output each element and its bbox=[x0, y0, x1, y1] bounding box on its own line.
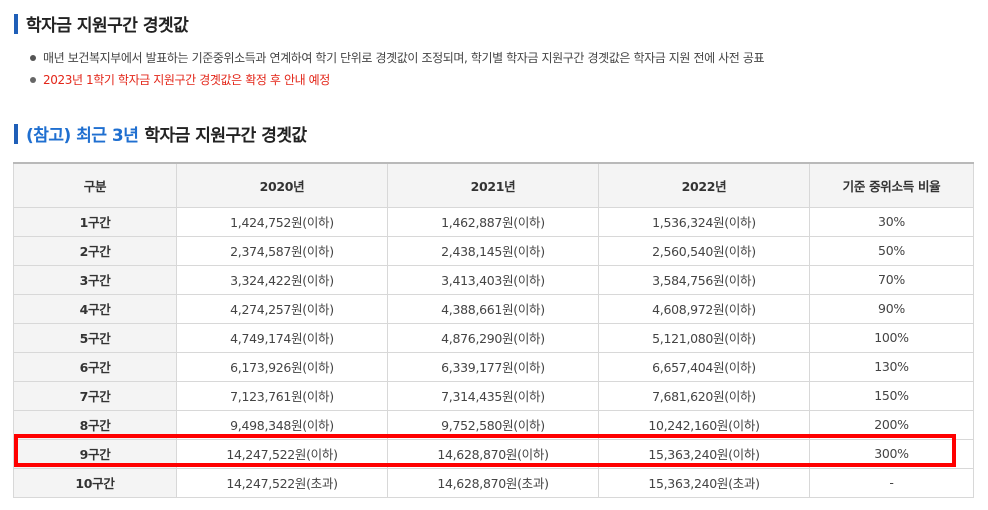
table-row: 2구간 2,374,587원(이하) 2,438,145원(이하) 2,560,… bbox=[13, 235, 974, 266]
table-cell: 200% bbox=[809, 409, 974, 440]
table-cell: 14,628,870원(이하) bbox=[387, 438, 599, 469]
table-cell: 70% bbox=[809, 264, 974, 295]
table-cell: 2,560,540원(이하) bbox=[598, 235, 810, 266]
table-cell: 30% bbox=[809, 206, 974, 237]
section-title-accent: (참고) 최근 3년 bbox=[26, 126, 139, 146]
title-bar-marker bbox=[14, 123, 18, 144]
table-cell: 4,608,972원(이하) bbox=[598, 293, 810, 324]
table-row: 4구간 4,274,257원(이하) 4,388,661원(이하) 4,608,… bbox=[13, 293, 974, 324]
table-cell: 9,498,348원(이하) bbox=[176, 409, 388, 440]
table-cell: 15,363,240원(초과) bbox=[598, 467, 810, 498]
table-cell: 9,752,580원(이하) bbox=[387, 409, 599, 440]
table-cell: 1,462,887원(이하) bbox=[387, 206, 599, 237]
table-cell: 6,339,177원(이하) bbox=[387, 351, 599, 382]
table-row: 7구간 7,123,761원(이하) 7,314,435원(이하) 7,681,… bbox=[13, 380, 974, 411]
column-header: 구분 bbox=[13, 162, 177, 208]
row-label: 8구간 bbox=[13, 409, 177, 440]
table-cell: 7,681,620원(이하) bbox=[598, 380, 810, 411]
table-row: 10구간 14,247,522원(초과) 14,628,870원(초과) 15,… bbox=[13, 467, 974, 498]
table-cell: 3,413,403원(이하) bbox=[387, 264, 599, 295]
row-label: 9구간 bbox=[13, 438, 177, 469]
table-cell: 2,374,587원(이하) bbox=[176, 235, 388, 266]
bullet-icon bbox=[30, 55, 36, 61]
table-cell: 4,274,257원(이하) bbox=[176, 293, 388, 324]
table-cell: 3,584,756원(이하) bbox=[598, 264, 810, 295]
table-cell: 90% bbox=[809, 293, 974, 324]
column-header: 2022년 bbox=[598, 162, 810, 208]
threshold-table: 구분 2020년 2021년 2022년 기준 중위소득 비율 1구간 1,42… bbox=[13, 162, 974, 498]
table-cell: - bbox=[809, 467, 974, 498]
section-title-thresholds: 학자금 지원구간 경곗값 bbox=[14, 11, 189, 36]
section-title-rest: 학자금 지원구간 경곗값 bbox=[144, 126, 307, 146]
table-row: 1구간 1,424,752원(이하) 1,462,887원(이하) 1,536,… bbox=[13, 206, 974, 237]
row-label: 7구간 bbox=[13, 380, 177, 411]
table-row-highlighted: 9구간 14,247,522원(이하) 14,628,870원(이하) 15,3… bbox=[13, 438, 974, 469]
table-cell: 4,876,290원(이하) bbox=[387, 322, 599, 353]
table-cell: 14,247,522원(초과) bbox=[176, 467, 388, 498]
column-header: 2021년 bbox=[387, 162, 599, 208]
row-label: 2구간 bbox=[13, 235, 177, 266]
bullet-icon bbox=[30, 77, 36, 83]
section-title-reference: (참고) 최근 3년 학자금 지원구간 경곗값 bbox=[14, 121, 307, 146]
table-row: 3구간 3,324,422원(이하) 3,413,403원(이하) 3,584,… bbox=[13, 264, 974, 295]
title-bar-marker bbox=[14, 13, 18, 34]
row-label: 10구간 bbox=[13, 467, 177, 498]
table-cell: 300% bbox=[809, 438, 974, 469]
table-cell: 3,324,422원(이하) bbox=[176, 264, 388, 295]
table-cell: 150% bbox=[809, 380, 974, 411]
table-cell: 7,123,761원(이하) bbox=[176, 380, 388, 411]
table-cell: 1,424,752원(이하) bbox=[176, 206, 388, 237]
table-cell: 100% bbox=[809, 322, 974, 353]
table-cell: 5,121,080원(이하) bbox=[598, 322, 810, 353]
table-row: 8구간 9,498,348원(이하) 9,752,580원(이하) 10,242… bbox=[13, 409, 974, 440]
table-cell: 4,749,174원(이하) bbox=[176, 322, 388, 353]
row-label: 5구간 bbox=[13, 322, 177, 353]
table-cell: 1,536,324원(이하) bbox=[598, 206, 810, 237]
note-item-notice: 2023년 1학기 학자금 지원구간 경곗값은 확정 후 안내 예정 bbox=[30, 69, 764, 91]
table-header-row: 구분 2020년 2021년 2022년 기준 중위소득 비율 bbox=[13, 162, 974, 208]
column-header: 기준 중위소득 비율 bbox=[809, 162, 974, 208]
table-cell: 7,314,435원(이하) bbox=[387, 380, 599, 411]
table-cell: 6,657,404원(이하) bbox=[598, 351, 810, 382]
row-label: 1구간 bbox=[13, 206, 177, 237]
table-row: 6구간 6,173,926원(이하) 6,339,177원(이하) 6,657,… bbox=[13, 351, 974, 382]
table-cell: 130% bbox=[809, 351, 974, 382]
table-cell: 15,363,240원(이하) bbox=[598, 438, 810, 469]
note-item: 매년 보건복지부에서 발표하는 기준중위소득과 연계하여 학기 단위로 경곗값이… bbox=[30, 47, 765, 69]
table-cell: 14,247,522원(이하) bbox=[176, 438, 388, 469]
table-row: 5구간 4,749,174원(이하) 4,876,290원(이하) 5,121,… bbox=[13, 322, 974, 353]
notes-list: 매년 보건복지부에서 발표하는 기준중위소득과 연계하여 학기 단위로 경곗값이… bbox=[30, 47, 765, 91]
table-cell: 10,242,160원(이하) bbox=[598, 409, 810, 440]
row-label: 4구간 bbox=[13, 293, 177, 324]
column-header: 2020년 bbox=[176, 162, 388, 208]
table-cell: 2,438,145원(이하) bbox=[387, 235, 599, 266]
note-text: 매년 보건복지부에서 발표하는 기준중위소득과 연계하여 학기 단위로 경곗값이… bbox=[43, 51, 765, 65]
table-cell: 50% bbox=[809, 235, 974, 266]
section-title-text: 학자금 지원구간 경곗값 bbox=[26, 16, 189, 36]
row-label: 6구간 bbox=[13, 351, 177, 382]
table-cell: 6,173,926원(이하) bbox=[176, 351, 388, 382]
row-label: 3구간 bbox=[13, 264, 177, 295]
table-cell: 14,628,870원(초과) bbox=[387, 467, 599, 498]
table-cell: 4,388,661원(이하) bbox=[387, 293, 599, 324]
note-text-notice: 2023년 1학기 학자금 지원구간 경곗값은 확정 후 안내 예정 bbox=[43, 73, 330, 87]
